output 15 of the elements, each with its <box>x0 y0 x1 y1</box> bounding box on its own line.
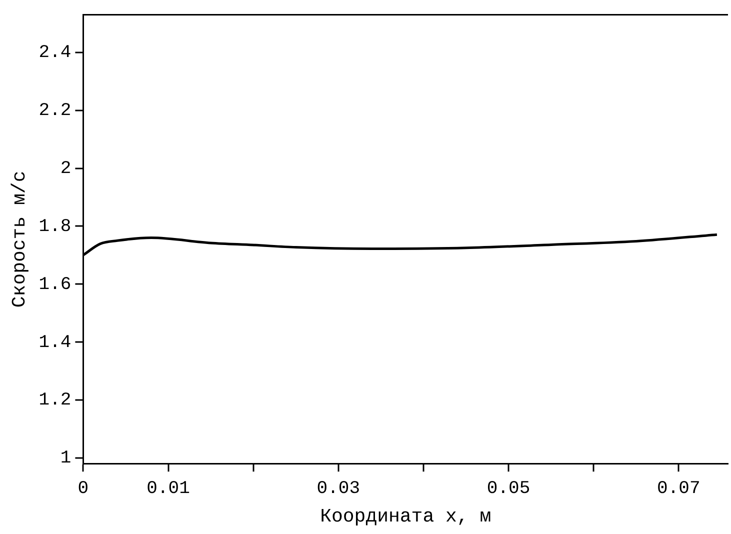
y-tick-label: 1.6 <box>38 274 72 295</box>
y-tick-label: 1 <box>60 448 72 469</box>
y-tick-label: 2.4 <box>38 43 72 64</box>
y-tick-label: 1.2 <box>38 390 72 411</box>
y-tick-label: 1.8 <box>38 216 72 237</box>
x-tick-label: 0.01 <box>146 479 190 500</box>
y-tick-label: 1.4 <box>38 332 72 353</box>
x-tick-label: 0.07 <box>657 479 700 500</box>
x-tick-label: 0.03 <box>316 479 360 500</box>
x-tick-label: 0.05 <box>486 479 530 500</box>
y-axis-title: Скорость м/с <box>8 170 30 308</box>
x-axis-title: Координата x, м <box>320 506 492 528</box>
x-tick-label: 0 <box>78 479 89 500</box>
y-tick-label: 2 <box>60 159 72 180</box>
y-tick-label: 2.2 <box>38 101 72 122</box>
